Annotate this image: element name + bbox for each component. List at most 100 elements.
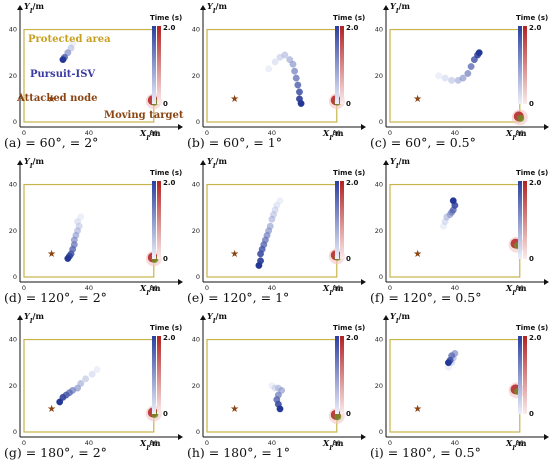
x-axis-arrow bbox=[544, 434, 549, 440]
y-axis-arrow bbox=[200, 315, 206, 320]
x-tick-label: 0 bbox=[388, 284, 392, 292]
colorbar-min-label: 0 bbox=[529, 410, 534, 418]
x-tick-label: 0 bbox=[22, 284, 26, 292]
target-point bbox=[334, 413, 342, 421]
y-tick-label: 40 bbox=[375, 26, 383, 34]
pursuer-point bbox=[88, 370, 96, 378]
colorbar-max-label: 2.0 bbox=[529, 24, 542, 32]
pursuer-point bbox=[440, 222, 447, 230]
x-tick-label: 80 bbox=[150, 129, 158, 137]
annotation-pursuit-isv: Pursuit-ISV bbox=[30, 69, 95, 80]
colorbar-min-label: 0 bbox=[529, 255, 534, 263]
x-tick-label: 80 bbox=[516, 439, 524, 447]
y-axis-label: YI/m bbox=[207, 1, 227, 15]
y-tick-label: 20 bbox=[375, 72, 383, 80]
colorbar-title: Time (s) bbox=[516, 324, 548, 332]
subplot-caption: (a) FoVP = 60°, MSAP = 2° bbox=[4, 135, 98, 150]
y-axis-label: YI/m bbox=[207, 311, 227, 325]
colorbar-pursuer bbox=[335, 26, 339, 104]
subplot-caption: (f) FoVP = 120°, MSAP = 0.5° bbox=[370, 290, 481, 305]
attacked-node-marker: ★ bbox=[413, 404, 422, 415]
attacked-node-marker: ★ bbox=[413, 94, 422, 105]
y-tick-label: 20 bbox=[9, 382, 17, 390]
pursuer-point bbox=[435, 72, 443, 80]
pursuer-point bbox=[276, 405, 284, 413]
colorbar-target bbox=[340, 26, 344, 104]
colorbar-target bbox=[523, 336, 527, 414]
y-tick-label: 40 bbox=[192, 336, 200, 344]
pursuer-point bbox=[56, 398, 64, 406]
attacked-node-marker: ★ bbox=[230, 249, 239, 260]
colorbar-min-label: 0 bbox=[163, 410, 168, 418]
y-axis-arrow bbox=[383, 160, 389, 165]
y-tick-label: 0 bbox=[196, 118, 200, 126]
pursuer-point bbox=[59, 56, 67, 63]
x-axis-arrow bbox=[544, 279, 549, 285]
target-point bbox=[517, 114, 525, 122]
y-tick-label: 40 bbox=[9, 336, 17, 344]
pursuer-point bbox=[257, 250, 264, 258]
pursuer-point bbox=[297, 100, 305, 107]
annotation-attacked-node: Attacked node bbox=[16, 93, 97, 104]
y-tick-label: 20 bbox=[192, 72, 200, 80]
attacked-node-marker: ★ bbox=[230, 94, 239, 105]
pursuer-point bbox=[67, 44, 75, 52]
y-axis-arrow bbox=[200, 160, 206, 165]
protected-area bbox=[23, 183, 155, 278]
colorbar-target bbox=[157, 336, 161, 414]
annotation-protected-area: Protected area bbox=[28, 34, 111, 45]
x-axis-arrow bbox=[544, 124, 549, 130]
colorbar-target bbox=[340, 336, 344, 414]
x-axis-arrow bbox=[361, 279, 366, 285]
protected-area bbox=[206, 28, 338, 123]
x-tick-label: 40 bbox=[451, 439, 459, 447]
y-axis-arrow bbox=[17, 315, 23, 320]
x-tick-label: 40 bbox=[85, 439, 93, 447]
x-tick-label: 0 bbox=[205, 439, 209, 447]
y-axis-arrow bbox=[17, 5, 23, 10]
y-tick-label: 40 bbox=[375, 336, 383, 344]
subplot-caption: (e) FoVP = 120°, MSAP = 1° bbox=[187, 290, 289, 305]
x-axis-arrow bbox=[361, 434, 366, 440]
colorbar-min-label: 0 bbox=[163, 100, 168, 108]
x-tick-label: 0 bbox=[205, 284, 209, 292]
colorbar-pursuer bbox=[518, 181, 522, 259]
pursuer-point bbox=[449, 197, 457, 205]
y-axis-label: YI/m bbox=[390, 156, 410, 170]
pursuer-point bbox=[294, 81, 302, 89]
y-tick-label: 0 bbox=[196, 428, 200, 436]
x-tick-label: 80 bbox=[333, 439, 341, 447]
pursuer-point bbox=[467, 63, 475, 70]
y-axis-arrow bbox=[200, 5, 206, 10]
x-axis-arrow bbox=[178, 279, 183, 285]
pursuer-point bbox=[77, 380, 85, 387]
pursuer-point bbox=[278, 387, 286, 394]
y-axis-label: YI/m bbox=[207, 156, 227, 170]
colorbar-title: Time (s) bbox=[150, 169, 182, 177]
colorbar-target bbox=[157, 181, 161, 259]
annotation-moving-target: Moving target bbox=[104, 110, 184, 121]
pursuer-point bbox=[475, 49, 483, 57]
subplot-caption: (b) FoVP = 60°, MSAP = 1° bbox=[187, 135, 282, 150]
pursuer-point bbox=[470, 56, 478, 63]
y-tick-label: 0 bbox=[379, 273, 383, 281]
x-axis-arrow bbox=[361, 124, 366, 130]
x-tick-label: 0 bbox=[22, 439, 26, 447]
colorbar-pursuer bbox=[335, 181, 339, 259]
y-tick-label: 40 bbox=[192, 181, 200, 189]
pursuer-point bbox=[276, 197, 284, 205]
y-axis-label: YI/m bbox=[24, 311, 44, 325]
y-tick-label: 40 bbox=[9, 181, 17, 189]
y-tick-label: 20 bbox=[9, 72, 17, 80]
x-tick-label: 40 bbox=[268, 129, 276, 137]
colorbar-min-label: 0 bbox=[346, 100, 351, 108]
colorbar-target bbox=[157, 26, 161, 104]
pursuer-point bbox=[445, 359, 452, 367]
